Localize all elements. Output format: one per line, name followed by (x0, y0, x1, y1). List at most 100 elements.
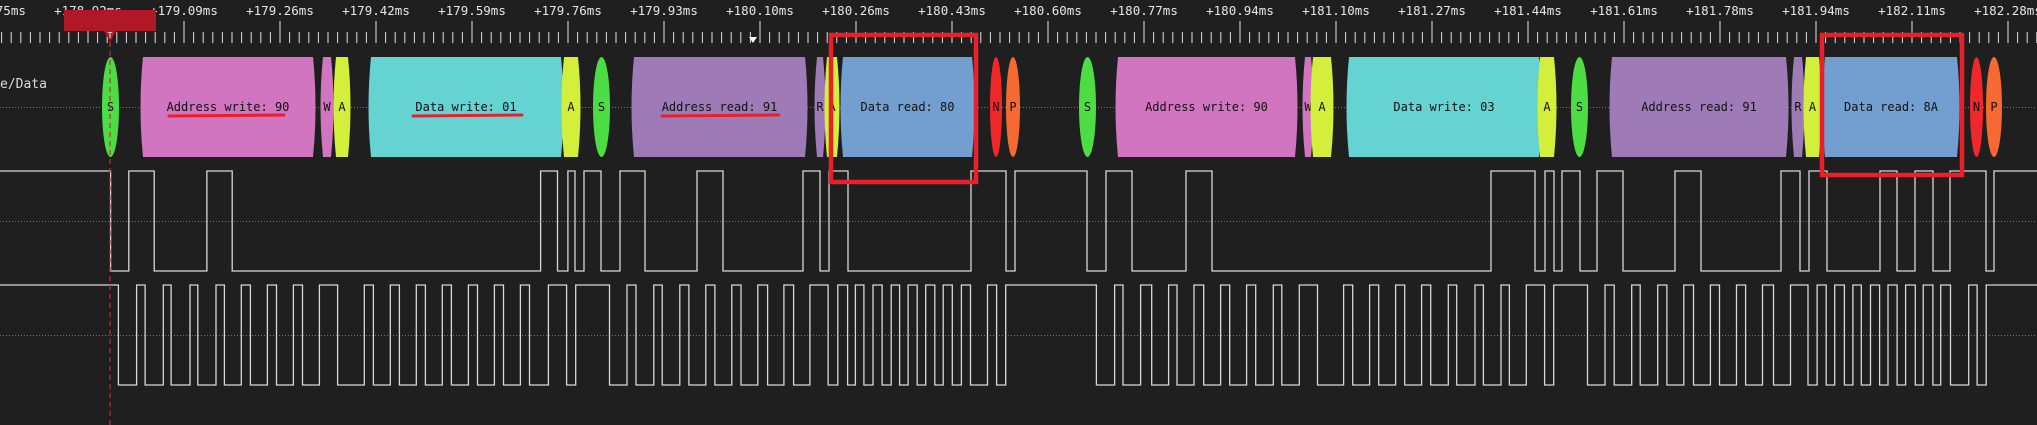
decoder-label: Address write: 90 (167, 100, 290, 114)
decoder-item-address-read[interactable]: Address read: 91 (1609, 57, 1789, 157)
red-underline (411, 113, 524, 118)
decoder-label: N (992, 100, 999, 114)
decoder-item-address-read[interactable]: Address read: 91 (631, 57, 808, 157)
decoder-shape (840, 57, 975, 157)
decoder-shape (1822, 57, 1960, 157)
ruler-label: +180.77ms (1110, 3, 1178, 18)
decoder-item-ack[interactable]: A (1803, 57, 1822, 157)
decoder-item-data-write[interactable]: Data write: 03 (1346, 57, 1542, 157)
cursor-label: T (108, 31, 113, 40)
ruler-label: +181.61ms (1590, 3, 1658, 18)
decoder-label: Data read: 80 (861, 100, 955, 114)
ruler-label: +181.44ms (1494, 3, 1562, 18)
decoder-shape (368, 57, 564, 157)
cursor-pointer-icon (104, 31, 116, 42)
decoder-shape (333, 57, 351, 157)
decoder-shape (593, 57, 610, 157)
decoder-label: W (1304, 100, 1312, 114)
decoder-item-data-read[interactable]: Data read: 8A (1822, 57, 1960, 157)
ruler-label: +182.28ms (1974, 3, 2037, 18)
ruler-label: +179.42ms (342, 3, 410, 18)
decoder-item-start[interactable]: S (593, 57, 610, 157)
channel-label: e/Data (0, 77, 47, 92)
decoder-label: N (1973, 100, 1980, 114)
decoder-label: W (323, 100, 331, 114)
cursor-marker[interactable]: T (64, 10, 156, 42)
scl-waveform (0, 284, 2037, 386)
red-underline (660, 113, 781, 118)
decoder-shape (320, 57, 334, 157)
decoder-shape (1006, 57, 1020, 157)
ruler-label: +179.09ms (150, 3, 218, 18)
decoder-shape (1079, 57, 1096, 157)
decoder-shape (561, 57, 581, 157)
ruler-label: +181.27ms (1398, 3, 1466, 18)
decoder-item-address-read[interactable]: R (1791, 57, 1805, 157)
decoder-label: S (1084, 100, 1091, 114)
decoder-shape (1571, 57, 1588, 157)
red-highlight-box (828, 32, 979, 185)
decoder-label: Data read: 8A (1844, 100, 1939, 114)
ruler-label: +180.43ms (918, 3, 986, 18)
decoder-shape (990, 57, 1002, 157)
decoder-shape (1803, 57, 1822, 157)
ruler-label: +179.26ms (246, 3, 314, 18)
decoder-label: S (598, 100, 605, 114)
decoder-item-stop[interactable]: P (1006, 57, 1020, 157)
decoder-item-address-write[interactable]: Address write: 90 (1115, 57, 1298, 157)
decoder-label: R (1794, 100, 1802, 114)
decoder-shape (1115, 57, 1298, 157)
ruler-label: +180.94ms (1206, 3, 1274, 18)
decoder-shape (140, 57, 316, 157)
trigger-marker-icon (749, 37, 757, 43)
decoder-shape (1791, 57, 1805, 157)
decoder-item-ack[interactable]: A (1310, 57, 1334, 157)
ruler-label: +179.93ms (630, 3, 698, 18)
decoder-item-ack[interactable]: A (1537, 57, 1557, 157)
decoder-label: Address read: 91 (662, 100, 778, 114)
ruler-label: +181.78ms (1686, 3, 1754, 18)
decoder-label: S (1576, 100, 1583, 114)
ruler-label: +178.75ms (0, 3, 26, 18)
decoder-label: R (816, 100, 824, 114)
decoder-shape (1986, 57, 2002, 157)
decoder-item-stop[interactable]: P (1986, 57, 2002, 157)
ruler-label: +181.94ms (1782, 3, 1850, 18)
decoder-item-data-read[interactable]: Data read: 80 (840, 57, 975, 157)
decoder-shape (814, 57, 826, 157)
decoder-item-address-read[interactable]: R (814, 57, 826, 157)
decoder-item-nack[interactable]: N (1970, 57, 1983, 157)
red-underline (167, 113, 286, 118)
decoder-label: A (1318, 100, 1326, 114)
decoder-label: A (1809, 100, 1817, 114)
cursor-flag[interactable] (64, 10, 156, 31)
decoder-item-address-write[interactable]: W (1302, 57, 1314, 157)
annotations (167, 32, 1965, 185)
decoder-item-start[interactable]: S (1079, 57, 1096, 157)
ruler-label: +179.76ms (534, 3, 602, 18)
decoder-label: P (1990, 100, 1997, 114)
ruler-label: +179.59ms (438, 3, 506, 18)
decoder-label: Data write: 03 (1393, 100, 1494, 114)
decoder-item-ack[interactable]: A (333, 57, 351, 157)
decoder-shape (1346, 57, 1542, 157)
time-ruler[interactable]: +178.75ms+178.92ms+179.09ms+179.26ms+179… (0, 3, 2037, 43)
decoder-item-address-write[interactable]: Address write: 90 (140, 57, 316, 157)
decoder-item-ack[interactable]: A (561, 57, 581, 157)
ruler-label: +180.60ms (1014, 3, 1082, 18)
red-highlight-box (1819, 32, 1965, 178)
ruler-label: +180.10ms (726, 3, 794, 18)
decoder-shape (1302, 57, 1314, 157)
decoder-item-nack[interactable]: N (990, 57, 1002, 157)
decoder-item-address-write[interactable]: W (320, 57, 334, 157)
decoder-item-data-write[interactable]: Data write: 01 (368, 57, 564, 157)
decoder-shape (1537, 57, 1557, 157)
decoder-item-start[interactable]: S (1571, 57, 1588, 157)
decoder-label: A (567, 100, 575, 114)
ruler-label: +182.11ms (1878, 3, 1946, 18)
ruler-label: +181.10ms (1302, 3, 1370, 18)
decoder-label: Address write: 90 (1145, 100, 1268, 114)
decoder-label: Data write: 01 (415, 100, 516, 114)
decoder-shape (1310, 57, 1334, 157)
